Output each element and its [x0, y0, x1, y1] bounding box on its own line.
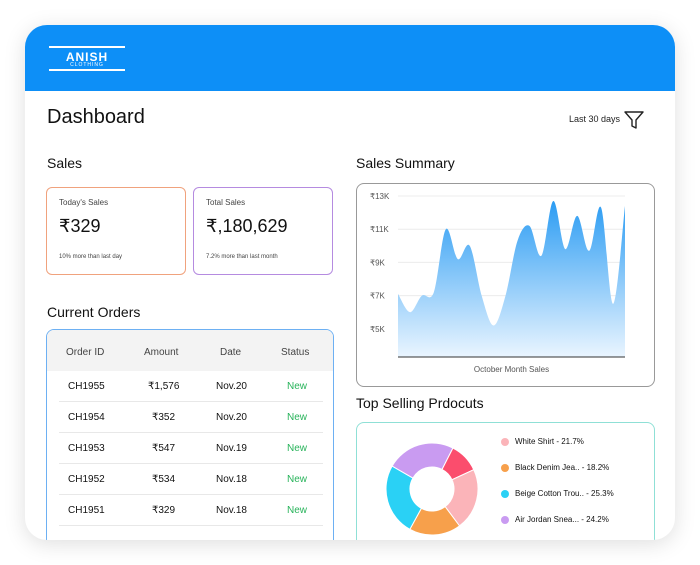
table-row[interactable]: CH1955 ₹1,576 Nov.20 New: [47, 371, 334, 402]
top-selling-heading: Top Selling Prdocuts: [356, 395, 484, 411]
y-tick-label: ₹7K: [370, 292, 386, 301]
total-sales-note: 7.2% more than last month: [206, 254, 320, 260]
order-date: Nov.18: [216, 474, 247, 485]
y-tick-label: ₹13K: [370, 192, 390, 201]
orders-table-header: Order ID Amount Date Status: [47, 330, 334, 371]
todays-sales-note: 10% more than last day: [59, 254, 173, 260]
legend-item[interactable]: Black Denim Jea.. - 18.2%: [501, 463, 609, 472]
order-id: CH1954: [68, 412, 105, 423]
sales-area-series[interactable]: [398, 201, 625, 357]
column-status[interactable]: Status: [281, 347, 309, 358]
sales-summary-chart-card: ₹13K ₹11K ₹9K ₹7K ₹5K October Month Sales: [356, 183, 655, 387]
legend-dot: [501, 464, 509, 472]
legend-label: White Shirt - 21.7%: [515, 437, 584, 446]
table-row[interactable]: CH1952 ₹534 Nov.18 New: [47, 464, 334, 495]
brand-logo[interactable]: ANISH CLOTHING: [49, 46, 125, 71]
x-axis-label: October Month Sales: [474, 365, 549, 374]
legend-label: Black Denim Jea.. - 18.2%: [515, 463, 609, 472]
column-amount[interactable]: Amount: [144, 347, 178, 358]
legend-item[interactable]: White Shirt - 21.7%: [501, 437, 584, 446]
filter-icon[interactable]: [623, 109, 645, 131]
total-sales-card[interactable]: Total Sales ₹,180,629 7.2% more than las…: [193, 187, 333, 275]
legend-label: Air Jordan Snea... - 24.2%: [515, 515, 609, 524]
order-id: CH1955: [68, 381, 105, 392]
order-amount: ₹352: [152, 412, 175, 423]
order-id: CH1952: [68, 474, 105, 485]
y-tick-label: ₹9K: [370, 258, 386, 267]
total-sales-label: Total Sales: [206, 198, 320, 207]
sales-area-chart: ₹13K ₹11K ₹9K ₹7K ₹5K October Month Sales: [357, 184, 655, 387]
order-date: Nov.18: [216, 505, 247, 516]
column-order-id[interactable]: Order ID: [66, 347, 104, 358]
top-selling-donut-chart: [367, 431, 497, 540]
table-row[interactable]: CH1951 ₹329 Nov.18 New: [47, 495, 334, 526]
y-tick-label: ₹11K: [370, 225, 389, 234]
legend-item[interactable]: Beige Cotton Trou.. - 25.3%: [501, 489, 614, 498]
order-id: CH1951: [68, 505, 105, 516]
order-amount: ₹1,576: [148, 381, 179, 392]
order-status: New: [287, 412, 307, 423]
order-id: CH1953: [68, 443, 105, 454]
order-amount: ₹329: [152, 505, 175, 516]
period-selector[interactable]: Last 30 days: [569, 114, 620, 124]
current-orders-heading: Current Orders: [47, 304, 140, 320]
table-row[interactable]: CH1954 ₹352 Nov.20 New: [47, 402, 334, 433]
total-sales-value: ₹,180,629: [206, 216, 320, 237]
order-status: New: [287, 443, 307, 454]
todays-sales-card[interactable]: Today's Sales ₹329 10% more than last da…: [46, 187, 186, 275]
order-status: New: [287, 381, 307, 392]
order-amount: ₹547: [152, 443, 175, 454]
column-date[interactable]: Date: [220, 347, 241, 358]
legend-dot: [501, 516, 509, 524]
top-bar: ANISH CLOTHING: [25, 25, 675, 91]
legend-dot: [501, 438, 509, 446]
todays-sales-label: Today's Sales: [59, 198, 173, 207]
order-date: Nov.20: [216, 412, 247, 423]
orders-table: Order ID Amount Date Status CH1955 ₹1,57…: [46, 329, 334, 540]
order-status: New: [287, 474, 307, 485]
page-title: Dashboard: [47, 106, 145, 129]
legend-dot: [501, 490, 509, 498]
dashboard-card: ANISH CLOTHING Dashboard Last 30 days Sa…: [25, 25, 675, 540]
order-date: Nov.19: [216, 443, 247, 454]
legend-item[interactable]: Air Jordan Snea... - 24.2%: [501, 515, 609, 524]
top-selling-card: White Shirt - 21.7% Black Denim Jea.. - …: [356, 422, 655, 540]
table-row[interactable]: CH1953 ₹547 Nov.19 New: [47, 433, 334, 464]
brand-tagline: CLOTHING: [49, 62, 125, 68]
legend-label: Beige Cotton Trou.. - 25.3%: [515, 489, 614, 498]
y-tick-label: ₹5K: [370, 325, 386, 334]
order-date: Nov.20: [216, 381, 247, 392]
todays-sales-value: ₹329: [59, 216, 173, 237]
sales-summary-heading: Sales Summary: [356, 155, 455, 171]
order-status: New: [287, 505, 307, 516]
order-amount: ₹534: [152, 474, 175, 485]
sales-heading: Sales: [47, 155, 82, 171]
